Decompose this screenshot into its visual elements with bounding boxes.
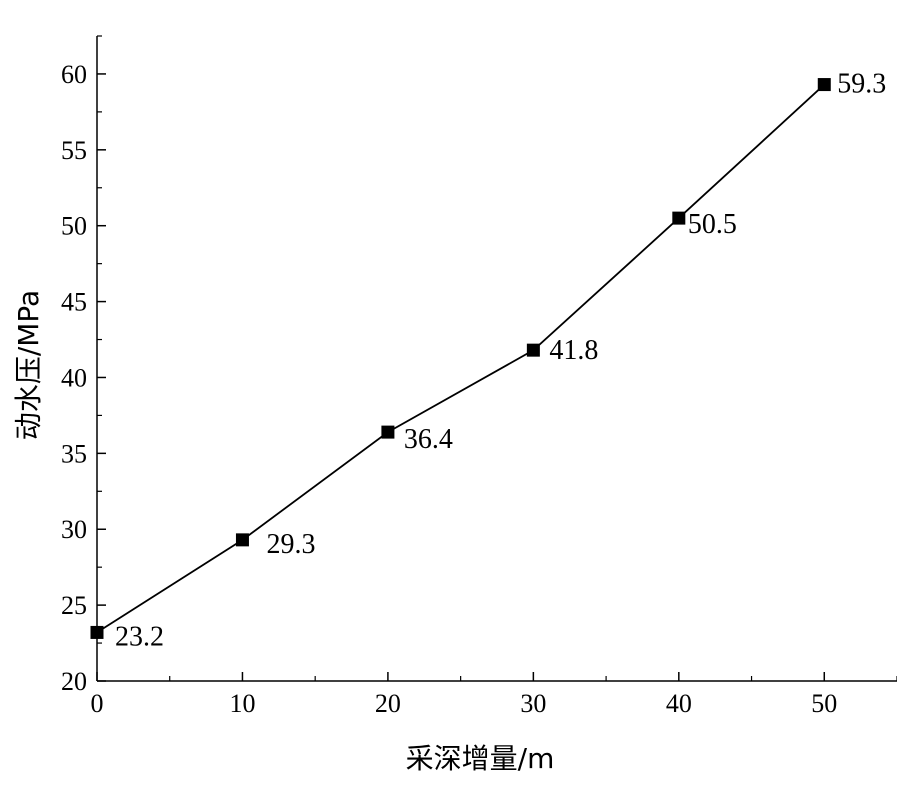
data-label: 41.8 <box>549 335 598 366</box>
series-line <box>96 83 825 634</box>
data-label: 23.2 <box>115 621 164 652</box>
data-point-marker <box>381 425 395 439</box>
ticks: 20 25 30 35 40 45 50 55 60 0 10 20 30 40 50 <box>61 35 897 718</box>
x-tick-label: 40 <box>666 689 692 718</box>
data-point-marker <box>817 78 831 92</box>
data-label: 50.5 <box>688 209 737 240</box>
y-tick-label: 30 <box>61 515 87 544</box>
data-point-marker <box>526 343 540 357</box>
data-point-marker <box>90 625 104 639</box>
x-tick-label: 30 <box>520 689 546 718</box>
x-axis-title: 采深增量/m <box>406 742 555 775</box>
y-tick-label: 20 <box>61 667 87 696</box>
y-tick-label: 40 <box>61 363 87 392</box>
data-labels: 23.2 29.3 36.4 41.8 50.5 59.3 <box>115 69 886 653</box>
x-tick-label: 10 <box>229 689 255 718</box>
data-label: 29.3 <box>266 529 315 560</box>
data-label: 59.3 <box>837 69 886 100</box>
y-tick-label: 55 <box>61 136 87 165</box>
x-tick-label: 20 <box>375 689 401 718</box>
y-tick-label: 45 <box>61 288 87 317</box>
y-tick-label: 25 <box>61 591 87 620</box>
x-tick-label: 0 <box>91 689 104 718</box>
data-point-marker <box>235 533 249 547</box>
x-tick-label: 50 <box>811 689 837 718</box>
series-layer <box>90 78 831 639</box>
y-tick-label: 35 <box>61 439 87 468</box>
y-tick-label: 60 <box>61 60 87 89</box>
y-tick-label: 50 <box>61 212 87 241</box>
axes <box>96 36 897 682</box>
data-label: 36.4 <box>404 424 453 455</box>
y-axis-title: 动水压/MPa <box>12 290 45 440</box>
data-point-marker <box>672 211 686 225</box>
